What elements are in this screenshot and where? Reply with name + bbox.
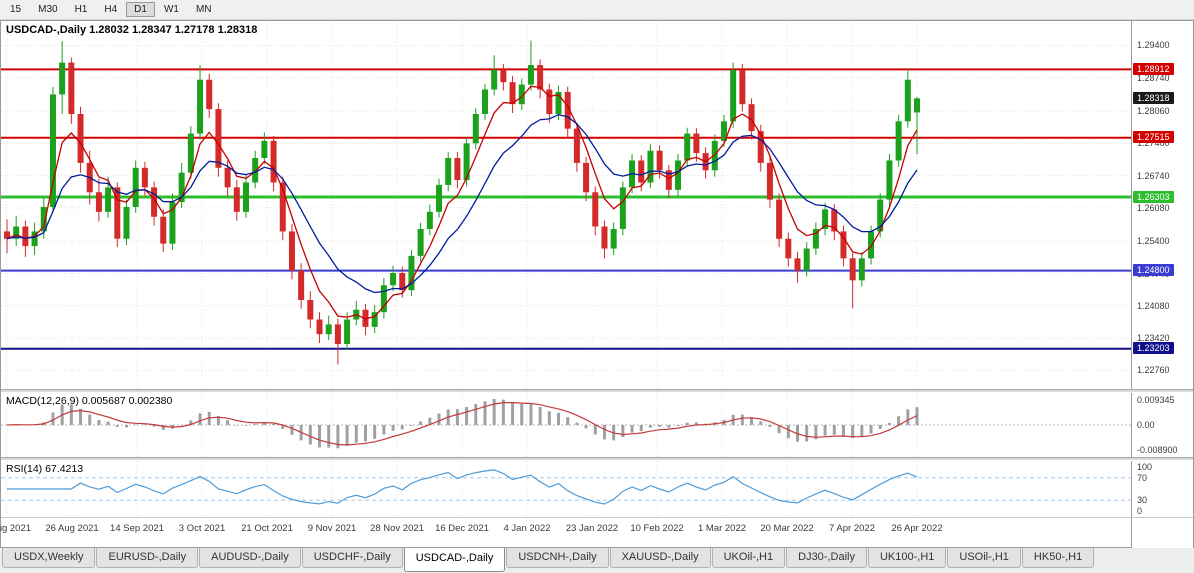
hline-price-tag: 1.28912 bbox=[1133, 62, 1174, 75]
hline-price-tag: 1.23203 bbox=[1133, 342, 1174, 355]
timeframe-button-15[interactable]: 15 bbox=[10, 4, 22, 15]
time-axis-label: 7 Apr 2022 bbox=[829, 523, 875, 534]
macd-axis-label: 0.00 bbox=[1137, 420, 1155, 430]
rsi-axis-label: 100 bbox=[1137, 462, 1153, 472]
chart-tab-ukoil-h1[interactable]: UKOil-,H1 bbox=[711, 548, 786, 568]
chart-tab-audusd-daily[interactable]: AUDUSD-,Daily bbox=[199, 548, 301, 568]
chart-canvas[interactable] bbox=[1, 21, 1131, 548]
timeframe-button-w1[interactable]: W1 bbox=[163, 4, 179, 15]
chart-tab-bar: USDX,Weekly EURUSD-,Daily AUDUSD-,Daily USD… bbox=[0, 547, 1194, 573]
time-axis-label: 3 Oct 2021 bbox=[178, 523, 226, 534]
time-axis-label: 14 Sep 2021 bbox=[110, 523, 164, 534]
chart-tab-uk100-h1[interactable]: UK100-,H1 bbox=[867, 548, 947, 568]
price-axis[interactable]: 1.29400 1.28740 1.28060 1.27400 1.26740 1.260… bbox=[1131, 21, 1193, 548]
time-axis-label: 16 Dec 2021 bbox=[435, 523, 489, 534]
time-axis-label: 9 Nov 2021 bbox=[307, 523, 357, 534]
price-axis-label: 1.29400 bbox=[1137, 40, 1170, 51]
timeframe-button-mn[interactable]: MN bbox=[195, 4, 212, 15]
hline-price-tag: 1.24800 bbox=[1133, 264, 1174, 277]
time-axis-label: 28 Nov 2021 bbox=[370, 523, 424, 534]
rsi-axis-label: 30 bbox=[1137, 495, 1148, 506]
timeframe-button-h1[interactable]: H1 bbox=[74, 4, 88, 15]
pane-separator-macd[interactable] bbox=[1, 389, 1193, 393]
chart-tab-dj30-daily[interactable]: DJ30-,Daily bbox=[786, 548, 867, 568]
chart-tab-usdchf-daily[interactable]: USDCHF-,Daily bbox=[301, 548, 403, 568]
time-axis-label: 1 Mar 2022 bbox=[697, 523, 747, 534]
chart-tab-hk50-h1[interactable]: HK50-,H1 bbox=[1021, 548, 1095, 568]
hline-price-tag: 1.27515 bbox=[1133, 131, 1174, 144]
chart-window[interactable]: USDCAD-,Daily 1.28032 1.28347 1.27178 1.… bbox=[0, 20, 1194, 548]
time-axis-label: 10 Feb 2022 bbox=[630, 523, 684, 534]
time-axis-label: 26 Aug 2021 bbox=[45, 523, 99, 534]
chart-tab-usdx-weekly[interactable]: USDX,Weekly bbox=[2, 548, 96, 568]
chart-tab-usoil-h1[interactable]: USOil-,H1 bbox=[947, 548, 1021, 568]
macd-axis-label: 0.009345 bbox=[1137, 395, 1175, 405]
chart-tab-usdcad-daily[interactable]: USDCAD-,Daily bbox=[403, 548, 506, 572]
time-axis-label: 23 Jan 2022 bbox=[565, 523, 619, 534]
price-axis-label: 1.26080 bbox=[1137, 202, 1170, 213]
price-axis-label: 1.24080 bbox=[1137, 300, 1170, 311]
current-price-tag: 1.28318 bbox=[1133, 91, 1174, 104]
rsi-axis-label: 70 bbox=[1137, 472, 1148, 483]
price-axis-label: 1.26740 bbox=[1137, 170, 1170, 181]
time-axis-divider bbox=[1, 517, 1193, 518]
timeframe-toolbar: 15 M30 H1 H4 D1 W1 MN bbox=[0, 0, 1194, 20]
price-axis-label: 1.23420 bbox=[1137, 333, 1170, 344]
time-axis-label: 26 Apr 2022 bbox=[891, 523, 943, 534]
time-axis-label: 4 Jan 2022 bbox=[503, 523, 551, 534]
chart-tab-usdcnh-daily[interactable]: USDCNH-,Daily bbox=[506, 548, 609, 568]
time-axis-label: 20 Mar 2022 bbox=[760, 523, 814, 534]
chart-tab-eurusd-daily[interactable]: EURUSD-,Daily bbox=[96, 548, 199, 568]
timeframe-button-d1[interactable]: D1 bbox=[126, 2, 155, 17]
price-axis-label: 1.28740 bbox=[1137, 72, 1170, 83]
price-axis-label: 1.25400 bbox=[1137, 236, 1170, 247]
macd-axis-label: -0.008900 bbox=[1137, 445, 1178, 455]
hline-price-tag: 1.26303 bbox=[1133, 190, 1174, 203]
price-axis-label: 1.27400 bbox=[1137, 138, 1170, 149]
timeframe-button-h4[interactable]: H4 bbox=[104, 4, 118, 15]
time-axis-label: 21 Oct 2021 bbox=[241, 523, 293, 534]
chart-tab-xauusd-daily[interactable]: XAUUSD-,Daily bbox=[609, 548, 711, 568]
rsi-axis-label: 0 bbox=[1137, 506, 1143, 516]
pane-separator-rsi[interactable] bbox=[1, 457, 1193, 461]
price-axis-label: 1.28060 bbox=[1137, 106, 1170, 117]
timeframe-button-m30[interactable]: M30 bbox=[38, 4, 58, 15]
price-axis-label: 1.22760 bbox=[1137, 365, 1170, 376]
time-axis-label: 8 Aug 2021 bbox=[0, 523, 32, 534]
